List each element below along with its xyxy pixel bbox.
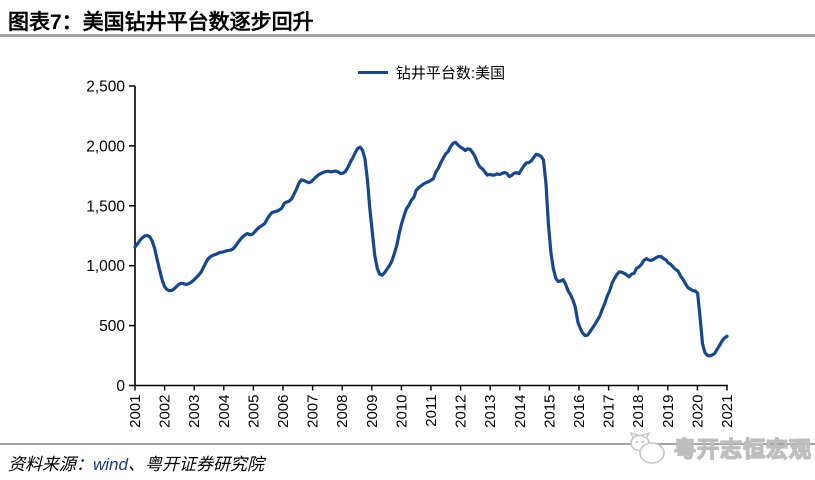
svg-text:1,000: 1,000 bbox=[86, 258, 125, 275]
svg-text:2005: 2005 bbox=[245, 395, 262, 428]
svg-text:2021: 2021 bbox=[719, 395, 736, 428]
svg-text:2,000: 2,000 bbox=[86, 138, 125, 155]
svg-text:2017: 2017 bbox=[601, 395, 618, 428]
top-divider bbox=[0, 34, 815, 37]
source-rest: 、粤开证券研究院 bbox=[127, 455, 264, 474]
source-wind: wind bbox=[93, 455, 128, 474]
svg-text:2002: 2002 bbox=[157, 395, 174, 428]
chart-title: 图表7：美国钻井平台数逐步回升 bbox=[8, 11, 314, 34]
svg-text:2014: 2014 bbox=[512, 395, 529, 428]
source-label: 资料来源： bbox=[8, 455, 93, 474]
svg-text:0: 0 bbox=[116, 378, 125, 395]
bottom-divider bbox=[0, 443, 815, 445]
svg-text:2012: 2012 bbox=[453, 395, 470, 428]
svg-text:2003: 2003 bbox=[186, 395, 203, 428]
watermark: 粤开志恒宏观 bbox=[626, 429, 812, 467]
svg-text:500: 500 bbox=[99, 318, 125, 335]
svg-text:2013: 2013 bbox=[482, 395, 499, 428]
svg-text:2016: 2016 bbox=[571, 395, 588, 428]
svg-text:2020: 2020 bbox=[689, 395, 706, 428]
legend-label: 钻井平台数:美国 bbox=[395, 65, 506, 82]
svg-text:2015: 2015 bbox=[541, 395, 558, 428]
legend: 钻井平台数:美国 bbox=[135, 62, 728, 83]
svg-text:2007: 2007 bbox=[305, 395, 322, 428]
svg-text:2,500: 2,500 bbox=[86, 79, 125, 96]
svg-text:2018: 2018 bbox=[630, 395, 647, 428]
svg-text:2006: 2006 bbox=[275, 395, 292, 428]
svg-text:2001: 2001 bbox=[127, 395, 144, 428]
pig-logo-icon bbox=[629, 431, 665, 464]
svg-text:2004: 2004 bbox=[216, 395, 233, 428]
svg-text:2008: 2008 bbox=[334, 395, 351, 428]
legend-line-swatch bbox=[357, 71, 388, 74]
svg-text:2009: 2009 bbox=[364, 395, 381, 428]
svg-text:1,500: 1,500 bbox=[86, 198, 125, 215]
source-note: 资料来源：wind、粤开证券研究院 bbox=[8, 450, 264, 475]
svg-text:2011: 2011 bbox=[423, 395, 440, 427]
watermark-text: 粤开志恒宏观 bbox=[673, 436, 813, 462]
svg-text:2010: 2010 bbox=[393, 395, 410, 428]
svg-text:2019: 2019 bbox=[660, 395, 677, 428]
